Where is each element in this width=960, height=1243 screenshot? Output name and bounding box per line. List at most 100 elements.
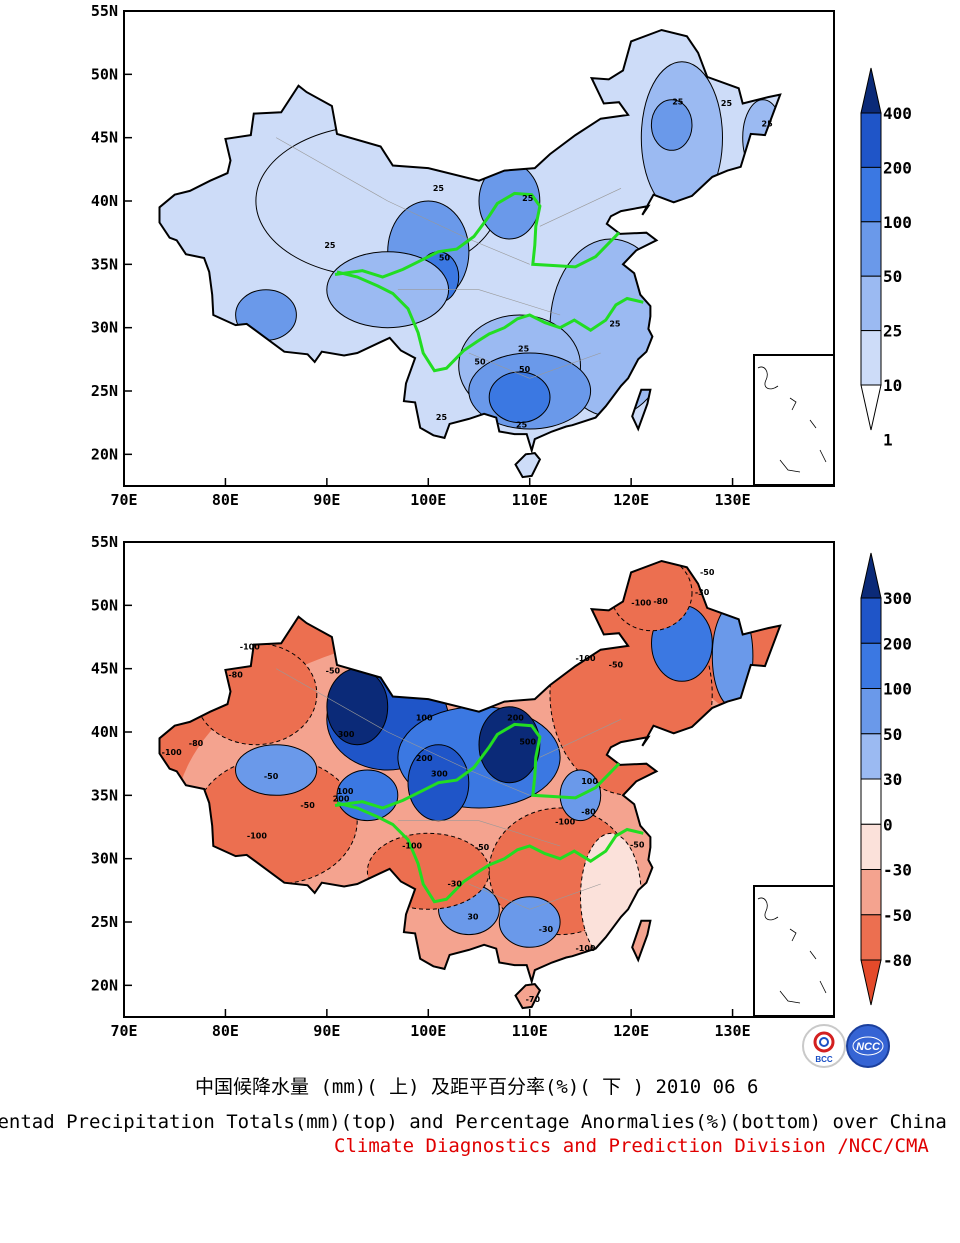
contour-label: -50 [630, 840, 645, 849]
lat-label: 35N [91, 255, 118, 273]
contour-label: -100 [247, 831, 267, 840]
lat-label: 25N [91, 382, 118, 400]
colorbar-label: 400 [883, 104, 912, 123]
contour-label: -100 [240, 643, 260, 652]
contour-label: 25 [672, 98, 684, 107]
contour-label: 200 [416, 754, 433, 763]
contour-line [366, 832, 490, 910]
province-border [468, 883, 530, 910]
top-rivers [334, 191, 644, 373]
colorbar-segment [860, 869, 882, 916]
colorbar-label: 200 [883, 158, 912, 177]
colorbar-segment [860, 221, 882, 277]
contour-label: -50 [326, 667, 341, 676]
top-contour-labels: 25 25 25 25 25 25 50 50 25 25 25 25 50 [324, 98, 773, 430]
province-border [275, 137, 388, 202]
lon-label: 130E [715, 1022, 751, 1040]
contour-label: -100 [555, 818, 575, 827]
colorbar-label: 25 [883, 322, 902, 341]
contour-label: 25 [324, 241, 336, 250]
contour-label: 300 [338, 730, 355, 739]
caption-english: Pentad Precipitation Totals(mm)(top) and… [0, 1111, 947, 1133]
lat-label: 45N [91, 660, 118, 678]
lat-label: 25N [91, 913, 118, 931]
contour-label: -100 [575, 654, 595, 663]
province-border [387, 200, 469, 240]
contour-label: -50 [264, 772, 279, 781]
colorbar-segment [860, 597, 882, 644]
bottom-inset-south-china-sea [753, 885, 835, 1017]
contour-label: -50 [700, 568, 715, 577]
bottom-rivers [334, 722, 644, 904]
contour-label: -50 [300, 801, 315, 810]
ncc-logo: NCC [846, 1024, 890, 1068]
contour-label: 25 [762, 119, 774, 128]
colorbar-bottom-arrow [860, 384, 882, 431]
province-border [275, 668, 388, 733]
lon-label: 110E [512, 1022, 548, 1040]
province-border [468, 769, 530, 796]
lat-label: 20N [91, 976, 118, 994]
lon-label: 100E [410, 491, 446, 509]
contour-label: -70 [526, 995, 541, 1004]
colorbar-segment [860, 166, 882, 223]
colorbar-segment [860, 275, 882, 332]
colorbar-segment [860, 112, 882, 168]
colorbar-label: 1 [883, 430, 893, 449]
shading-region [499, 896, 561, 948]
contour-label: -80 [653, 597, 668, 606]
caption-credit: Climate Diagnostics and Prediction Divis… [334, 1135, 929, 1157]
contour-line [610, 561, 693, 632]
contour-label: 500 [519, 738, 536, 747]
province-border [468, 238, 530, 265]
lat-label: 55N [91, 533, 118, 551]
colorbar-label: -80 [883, 951, 912, 970]
contour-label: 50 [439, 254, 451, 263]
contour-label: -50 [475, 843, 490, 852]
colorbar-label: 10 [883, 376, 902, 395]
contour-label: 200 [333, 795, 350, 804]
shading-region [489, 372, 550, 423]
colorbar-label: 50 [883, 725, 902, 744]
top-latitude-labels: 55N 50N 45N 40N 35N 30N 25N 20N [91, 2, 132, 463]
contour-line [498, 896, 561, 948]
lat-label: 30N [91, 850, 118, 868]
contour-label: -80 [228, 671, 243, 680]
colorbar-segment [860, 823, 882, 871]
contour-label: -30 [447, 880, 462, 889]
shading-region [651, 99, 692, 151]
colorbar-segment [860, 733, 882, 780]
precipitation-map-top: 25 25 25 25 25 25 50 50 25 25 25 25 50 55N 50N 45N 40N 3… [91, 2, 912, 509]
contour-label: -100 [402, 842, 422, 851]
colorbar-label: 300 [883, 589, 912, 608]
contour-label: -50 [609, 660, 624, 669]
lat-label: 55N [91, 2, 118, 20]
province-border [539, 188, 622, 227]
top-china-outline [158, 28, 782, 479]
contour-label: 25 [609, 319, 621, 328]
bottom-latitude-labels: 55N 50N 45N 40N 35N 30N 25N 20N [91, 533, 132, 994]
bottom-china-outline [158, 559, 782, 1010]
lon-label: 70E [110, 491, 137, 509]
anomaly-map-bottom: -100 -80 -30 -50 -100 -50 -100 -80 -50 300 100 200 5… [91, 533, 912, 1040]
contour-line [650, 99, 693, 151]
lon-label: 120E [613, 491, 649, 509]
top-colorbar: 400 200 100 50 25 10 1 [860, 67, 912, 449]
ncc-logo-text: NCC [856, 1041, 881, 1053]
top-longitude-labels: 70E 80E 90E 100E 110E 120E 130E [110, 478, 751, 509]
lat-label: 40N [91, 192, 118, 210]
bcc-logo-text: BCC [815, 1055, 833, 1064]
lat-label: 40N [91, 723, 118, 741]
contour-label: 30 [467, 913, 479, 922]
contour-label: 50 [474, 357, 486, 366]
colorbar-segment [860, 642, 882, 690]
contour-label: 50 [519, 365, 531, 374]
contour-label: 100 [581, 777, 598, 786]
shading-region [235, 744, 317, 796]
colorbar-label: -30 [883, 861, 912, 880]
lon-label: 80E [212, 491, 239, 509]
colorbar-segment [860, 688, 882, 735]
colorbar-segment [860, 330, 882, 386]
